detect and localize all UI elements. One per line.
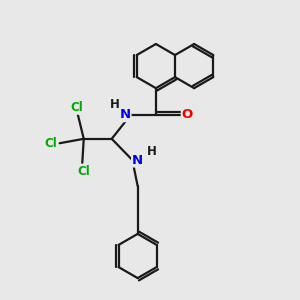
Text: H: H bbox=[146, 145, 156, 158]
Text: Cl: Cl bbox=[44, 137, 57, 150]
Text: N: N bbox=[132, 154, 143, 166]
Text: Cl: Cl bbox=[70, 101, 83, 114]
Text: N: N bbox=[119, 108, 130, 121]
Text: H: H bbox=[110, 98, 120, 111]
Text: Cl: Cl bbox=[77, 165, 90, 178]
Text: O: O bbox=[182, 108, 193, 121]
